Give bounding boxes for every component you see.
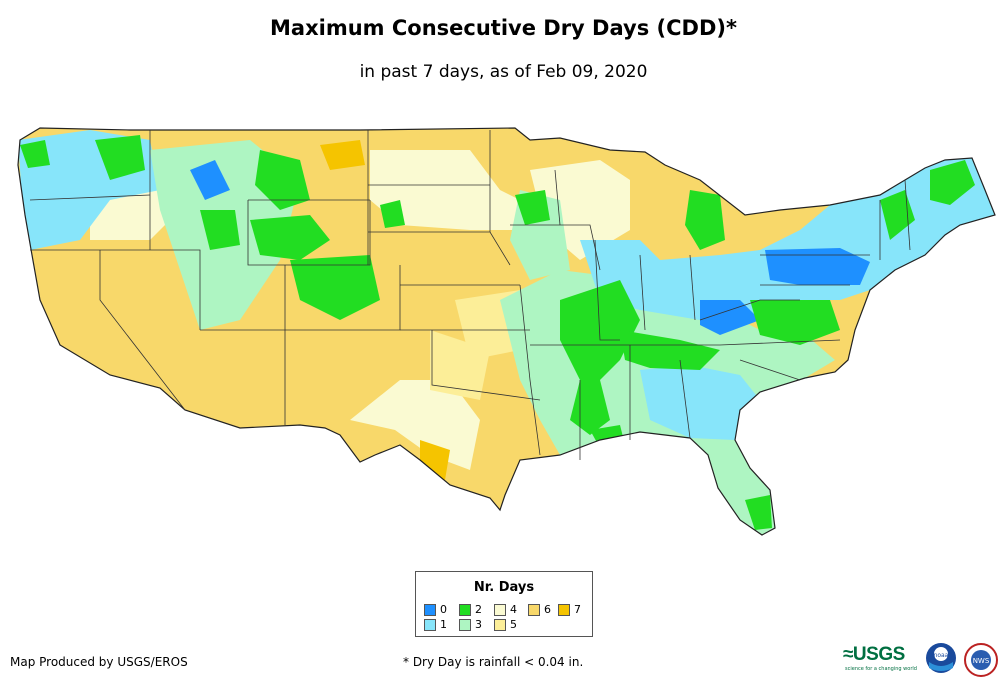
legend-swatch — [494, 604, 506, 616]
legend-label: 2 — [475, 603, 482, 616]
legend-label: 4 — [510, 603, 517, 616]
map-subtitle: in past 7 days, as of Feb 09, 2020 — [359, 62, 648, 82]
nws-logo: NWS — [964, 643, 998, 677]
cdd-shading — [18, 128, 995, 535]
dry-day-footnote: * Dry Day is rainfall < 0.04 in. — [403, 655, 584, 669]
legend-swatch — [528, 604, 540, 616]
map-title: Maximum Consecutive Dry Days (CDD)* — [270, 16, 737, 40]
region-0-days — [765, 248, 870, 285]
map-credit: Map Produced by USGS/EROS — [10, 655, 188, 669]
legend-label: 6 — [544, 603, 551, 616]
legend-label: 1 — [440, 618, 447, 631]
legend-swatch — [424, 619, 436, 631]
region-4-days — [370, 150, 525, 230]
svg-text:noaa: noaa — [934, 652, 949, 659]
partner-logos: noaa NWS — [926, 643, 998, 677]
legend-swatch — [459, 604, 471, 616]
region-5-days — [430, 330, 490, 400]
noaa-logo: noaa — [926, 643, 956, 673]
region-0-days — [190, 160, 230, 200]
us-outline — [17, 127, 996, 536]
legend-label: 7 — [574, 603, 581, 616]
legend-swatch — [494, 619, 506, 631]
region-0-days — [700, 300, 760, 335]
region-1-day — [640, 365, 760, 440]
legend-label: 0 — [440, 603, 447, 616]
cdd-map — [17, 127, 996, 536]
state-boundaries — [29, 130, 911, 460]
legend-title: Nr. Days — [473, 580, 535, 595]
legend-swatch — [558, 604, 570, 616]
legend: Nr. Days 0 1 2 3 4 5 6 7 — [415, 571, 593, 637]
legend-label: 5 — [510, 618, 517, 631]
agency-logos: ≈USGS science for a changing world noaa … — [843, 640, 1003, 680]
region-4-days — [350, 380, 480, 470]
usgs-tagline: science for a changing world — [845, 666, 917, 672]
region-7-days — [320, 140, 365, 170]
legend-label: 3 — [475, 618, 482, 631]
svg-text:NWS: NWS — [973, 657, 990, 665]
usgs-logo: ≈USGS — [843, 644, 905, 665]
legend-swatch — [459, 619, 471, 631]
legend-swatch — [424, 604, 436, 616]
